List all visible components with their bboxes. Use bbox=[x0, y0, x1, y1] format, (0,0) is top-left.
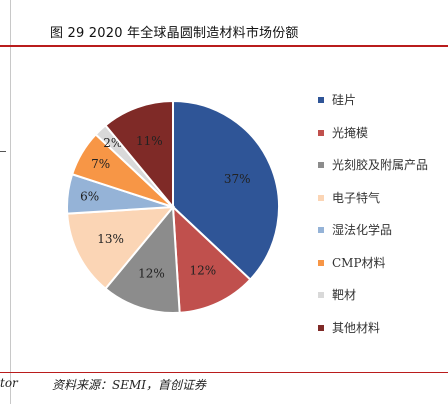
legend-swatch bbox=[318, 162, 324, 168]
legend-label: 电子特气 bbox=[332, 190, 381, 205]
legend-swatch bbox=[318, 292, 324, 298]
slice-data-label: 11% bbox=[136, 134, 163, 148]
legend-swatch bbox=[318, 97, 324, 103]
legend-swatch bbox=[318, 129, 324, 136]
pie-slice-3 bbox=[66, 205, 176, 291]
pie-slice-7 bbox=[104, 99, 174, 210]
slice-data-label: 37% bbox=[224, 172, 251, 186]
figure-title: 图 29 2020 年全球晶圆制造材料市场份额 bbox=[50, 26, 299, 41]
source-rule bbox=[0, 372, 448, 373]
pie-slice-2 bbox=[104, 204, 181, 314]
slice-data-label: 6% bbox=[80, 190, 99, 204]
slice-data-label: 7% bbox=[91, 157, 110, 171]
legend-label: 靶材 bbox=[332, 288, 357, 302]
source-note: 资料来源：SEMI，首创证券 bbox=[52, 378, 207, 392]
left-tick-mark bbox=[0, 151, 6, 152]
page-left-edge bbox=[0, 0, 11, 404]
legend-label: 湿法化学品 bbox=[332, 223, 393, 237]
slice-data-label: 12% bbox=[189, 263, 216, 277]
legend-label: CMP材料 bbox=[332, 255, 386, 270]
clipped-left-text: tor bbox=[0, 376, 18, 390]
legend-swatch bbox=[318, 194, 324, 201]
legend-label: 其他材料 bbox=[332, 320, 381, 335]
pie-slice-1 bbox=[171, 204, 252, 314]
slice-data-label: 12% bbox=[138, 267, 165, 281]
legend-swatch bbox=[318, 227, 324, 233]
legend-label: 光刻胶及附属产品 bbox=[332, 158, 429, 172]
pie-slice-0 bbox=[172, 99, 280, 281]
legend-swatch bbox=[318, 324, 324, 331]
figure-title-bar: 图 29 2020 年全球晶圆制造材料市场份额 bbox=[0, 20, 448, 46]
legend-label: 光掩模 bbox=[332, 125, 369, 140]
slice-data-label: 13% bbox=[97, 232, 124, 246]
title-rule bbox=[0, 45, 448, 47]
legend-swatch bbox=[318, 259, 324, 266]
legend-label: 硅片 bbox=[332, 93, 357, 107]
